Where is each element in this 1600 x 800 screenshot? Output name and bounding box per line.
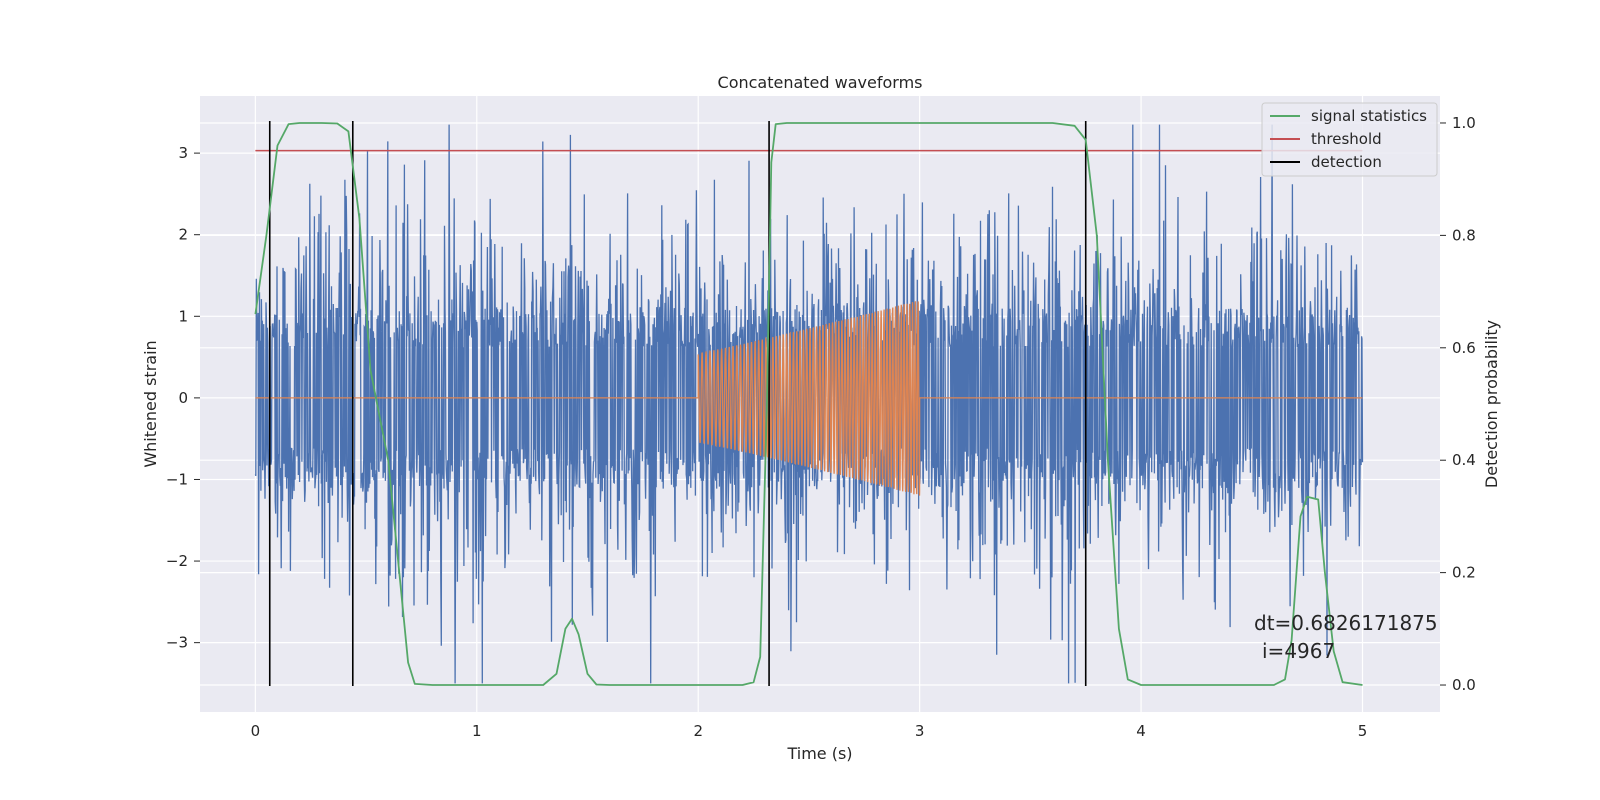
x-tick-label: 2: [693, 722, 703, 740]
y2-axis-label: Detection probability: [1482, 320, 1501, 488]
y-tick-label: −2: [166, 552, 188, 570]
y-axis-label: Whitened strain: [141, 340, 160, 467]
y2-tick-label: 0.8: [1452, 226, 1476, 244]
x-tick-label: 3: [915, 722, 925, 740]
legend-label-statistics: signal statistics: [1311, 107, 1427, 125]
x-tick-label: 1: [472, 722, 482, 740]
y2-tick-label: 1.0: [1452, 114, 1476, 132]
y-tick-label: 3: [178, 144, 188, 162]
statistics-line: [254, 122, 1363, 686]
y2-tick-label: 0.0: [1452, 676, 1476, 694]
x-tick-label: 5: [1358, 722, 1368, 740]
legend-box: [1261, 102, 1438, 177]
y2-tick-label: 0.2: [1452, 564, 1476, 582]
y2-tick-label: 0.4: [1452, 451, 1476, 469]
y-tick-label: 1: [178, 307, 188, 325]
noise-line: [254, 124, 1364, 684]
x-tick-label: 0: [251, 722, 261, 740]
y-tick-label: −1: [166, 470, 188, 488]
y2-tick-label: 0.6: [1452, 339, 1476, 357]
legend: signal statistics threshold detection: [1261, 102, 1438, 177]
tick-labels: 0 1 2 3 4 5 −3 −2 −1 0 1 2 3 0.0 0.2 0.4 0.6 0.8 1.0: [166, 114, 1476, 740]
noise-series: [254, 124, 1364, 684]
y-tick-label: −3: [166, 634, 188, 652]
x-axis-label: Time (s): [786, 744, 852, 763]
legend-label-detection: detection: [1311, 153, 1382, 171]
annotation-index: i=4967: [1262, 639, 1335, 663]
chart-title: Concatenated waveforms: [718, 73, 923, 92]
annotation-dt: dt=0.6826171875: [1254, 611, 1438, 635]
legend-label-threshold: threshold: [1311, 130, 1382, 148]
signal-series: [255, 301, 1363, 496]
signal-line: [255, 301, 1363, 496]
x-tick-label: 4: [1136, 722, 1146, 740]
annotation: dt=0.6826171875 i=4967: [1254, 611, 1438, 663]
y-tick-label: 2: [178, 226, 188, 244]
y-tick-label: 0: [178, 389, 188, 407]
statistics-series: [254, 122, 1363, 686]
